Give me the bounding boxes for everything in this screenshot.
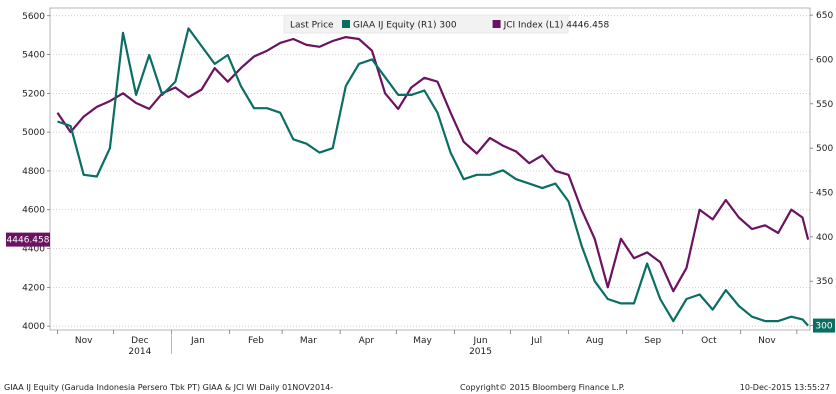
grid-lines [50, 15, 810, 327]
y-left-tick-label: 5200 [22, 89, 45, 99]
y-right-tick-label: 550 [816, 100, 833, 110]
y-right-tick-label: 600 [816, 55, 833, 65]
x-month-label: Jan [190, 336, 205, 346]
legend-box [283, 14, 569, 34]
plot-frame [49, 7, 811, 331]
y-left-tick-label: 4200 [22, 283, 45, 293]
x-month-label: Dec [131, 336, 148, 346]
y-left-tick-label: 5600 [22, 12, 45, 22]
x-month-label: Apr [359, 336, 375, 346]
y-left-tick-label: 4000 [22, 322, 45, 332]
x-month-label: May [413, 336, 432, 346]
y-right-tick-label: 500 [816, 144, 833, 154]
legend-swatch-jci [492, 20, 501, 28]
series-line-jci [56, 36, 810, 293]
y-left-tick-label: 5400 [22, 51, 45, 61]
series-lines [56, 27, 810, 327]
legend: Last Price GIAA IJ Equity (R1) 300 JCI Ind… [283, 14, 610, 34]
y-right-tick-label: 650 [816, 11, 833, 21]
x-year-label: 2014 [128, 347, 151, 357]
x-month-label: Aug [586, 336, 604, 346]
last-value-tag-right [813, 318, 835, 333]
y-right-tick-label: 400 [816, 233, 833, 243]
x-month-label: Jul [530, 336, 542, 346]
x-month-label: Feb [248, 336, 264, 346]
x-axis: Nov Dec Jan Feb Mar Apr May Jun Jul Aug Sep Oct Nov 2… [57, 330, 798, 357]
y-left-tick-label: 4400 [22, 245, 45, 255]
y-right-tick-label: 450 [816, 189, 833, 199]
footer-timestamp: 10-Dec-2015 13:55:27 [739, 383, 830, 392]
last-value-right: 300 [815, 322, 832, 332]
x-year-label: 2015 [469, 347, 492, 357]
footer-source: GIAA IJ Equity (Garuda Indonesia Persero… [4, 383, 334, 392]
x-month-label: Oct [701, 336, 717, 346]
legend-swatch-giaa [342, 20, 350, 28]
legend-entry-giaa: GIAA IJ Equity (R1) 300 [353, 21, 457, 31]
x-month-label: Nov [75, 336, 93, 346]
footer-copyright: Copyright© 2015 Bloomberg Finance L.P. [460, 383, 625, 392]
last-value-left: 4446.458 [7, 236, 50, 246]
x-month-label: Jun [473, 336, 488, 346]
y-left-tick-label: 5000 [22, 128, 45, 138]
y-axis-right: 300 350 400 450 500 550 600 650 [810, 11, 833, 332]
last-value-tags: 4446.458 300 [6, 232, 835, 333]
y-right-tick-label: 350 [816, 277, 833, 287]
series-line-giaa [57, 27, 809, 327]
x-month-label: Nov [758, 336, 776, 346]
y-left-tick-label: 4800 [22, 167, 45, 177]
last-value-tag-left [6, 232, 50, 247]
legend-title: Last Price [290, 21, 334, 31]
legend-entry-jci: JCI Index (L1) 4446.458 [503, 21, 610, 31]
x-month-label: Sep [644, 336, 661, 346]
y-left-tick-label: 4600 [22, 206, 45, 216]
y-axis-left: 4000 4200 4400 4600 4800 5000 5200 5400 5600 [22, 12, 50, 332]
x-month-label: Mar [300, 336, 317, 346]
